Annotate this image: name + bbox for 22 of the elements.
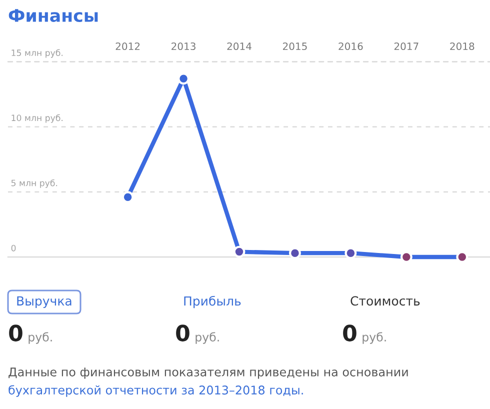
- category-label: Стоимость: [350, 296, 420, 306]
- data-label: 0: [176, 324, 190, 342]
- x-tick-label: 2016: [338, 42, 363, 50]
- x-tick-label: 2012: [116, 42, 140, 50]
- x-tick-label: 2015: [282, 42, 307, 50]
- x-tick-label: 2018: [450, 42, 474, 50]
- y-tick-label: 10 млн руб.: [12, 114, 63, 123]
- category-label: Прибыль: [184, 296, 241, 308]
- y-tick-label: 15 млн руб.: [12, 49, 63, 58]
- text: бухгалтерской отчетности за 2013–2018 годы.: [8, 385, 303, 397]
- text: руб.: [196, 332, 219, 344]
- y-tick-label: 5 млн руб.: [11, 179, 58, 188]
- data-label: 0: [343, 324, 356, 342]
- x-tick-label: 2017: [394, 42, 418, 50]
- x-tick-label: 2013: [172, 42, 196, 50]
- x-tick-label: 2014: [227, 42, 252, 50]
- chart-title: Финансы: [8, 9, 98, 22]
- category-label: Выручка: [17, 296, 72, 308]
- y-tick-label: 0: [11, 244, 16, 252]
- text: Данные по финансовым показателям приведены на основании: [8, 368, 408, 379]
- text: руб.: [362, 332, 386, 344]
- text: руб.: [28, 332, 52, 344]
